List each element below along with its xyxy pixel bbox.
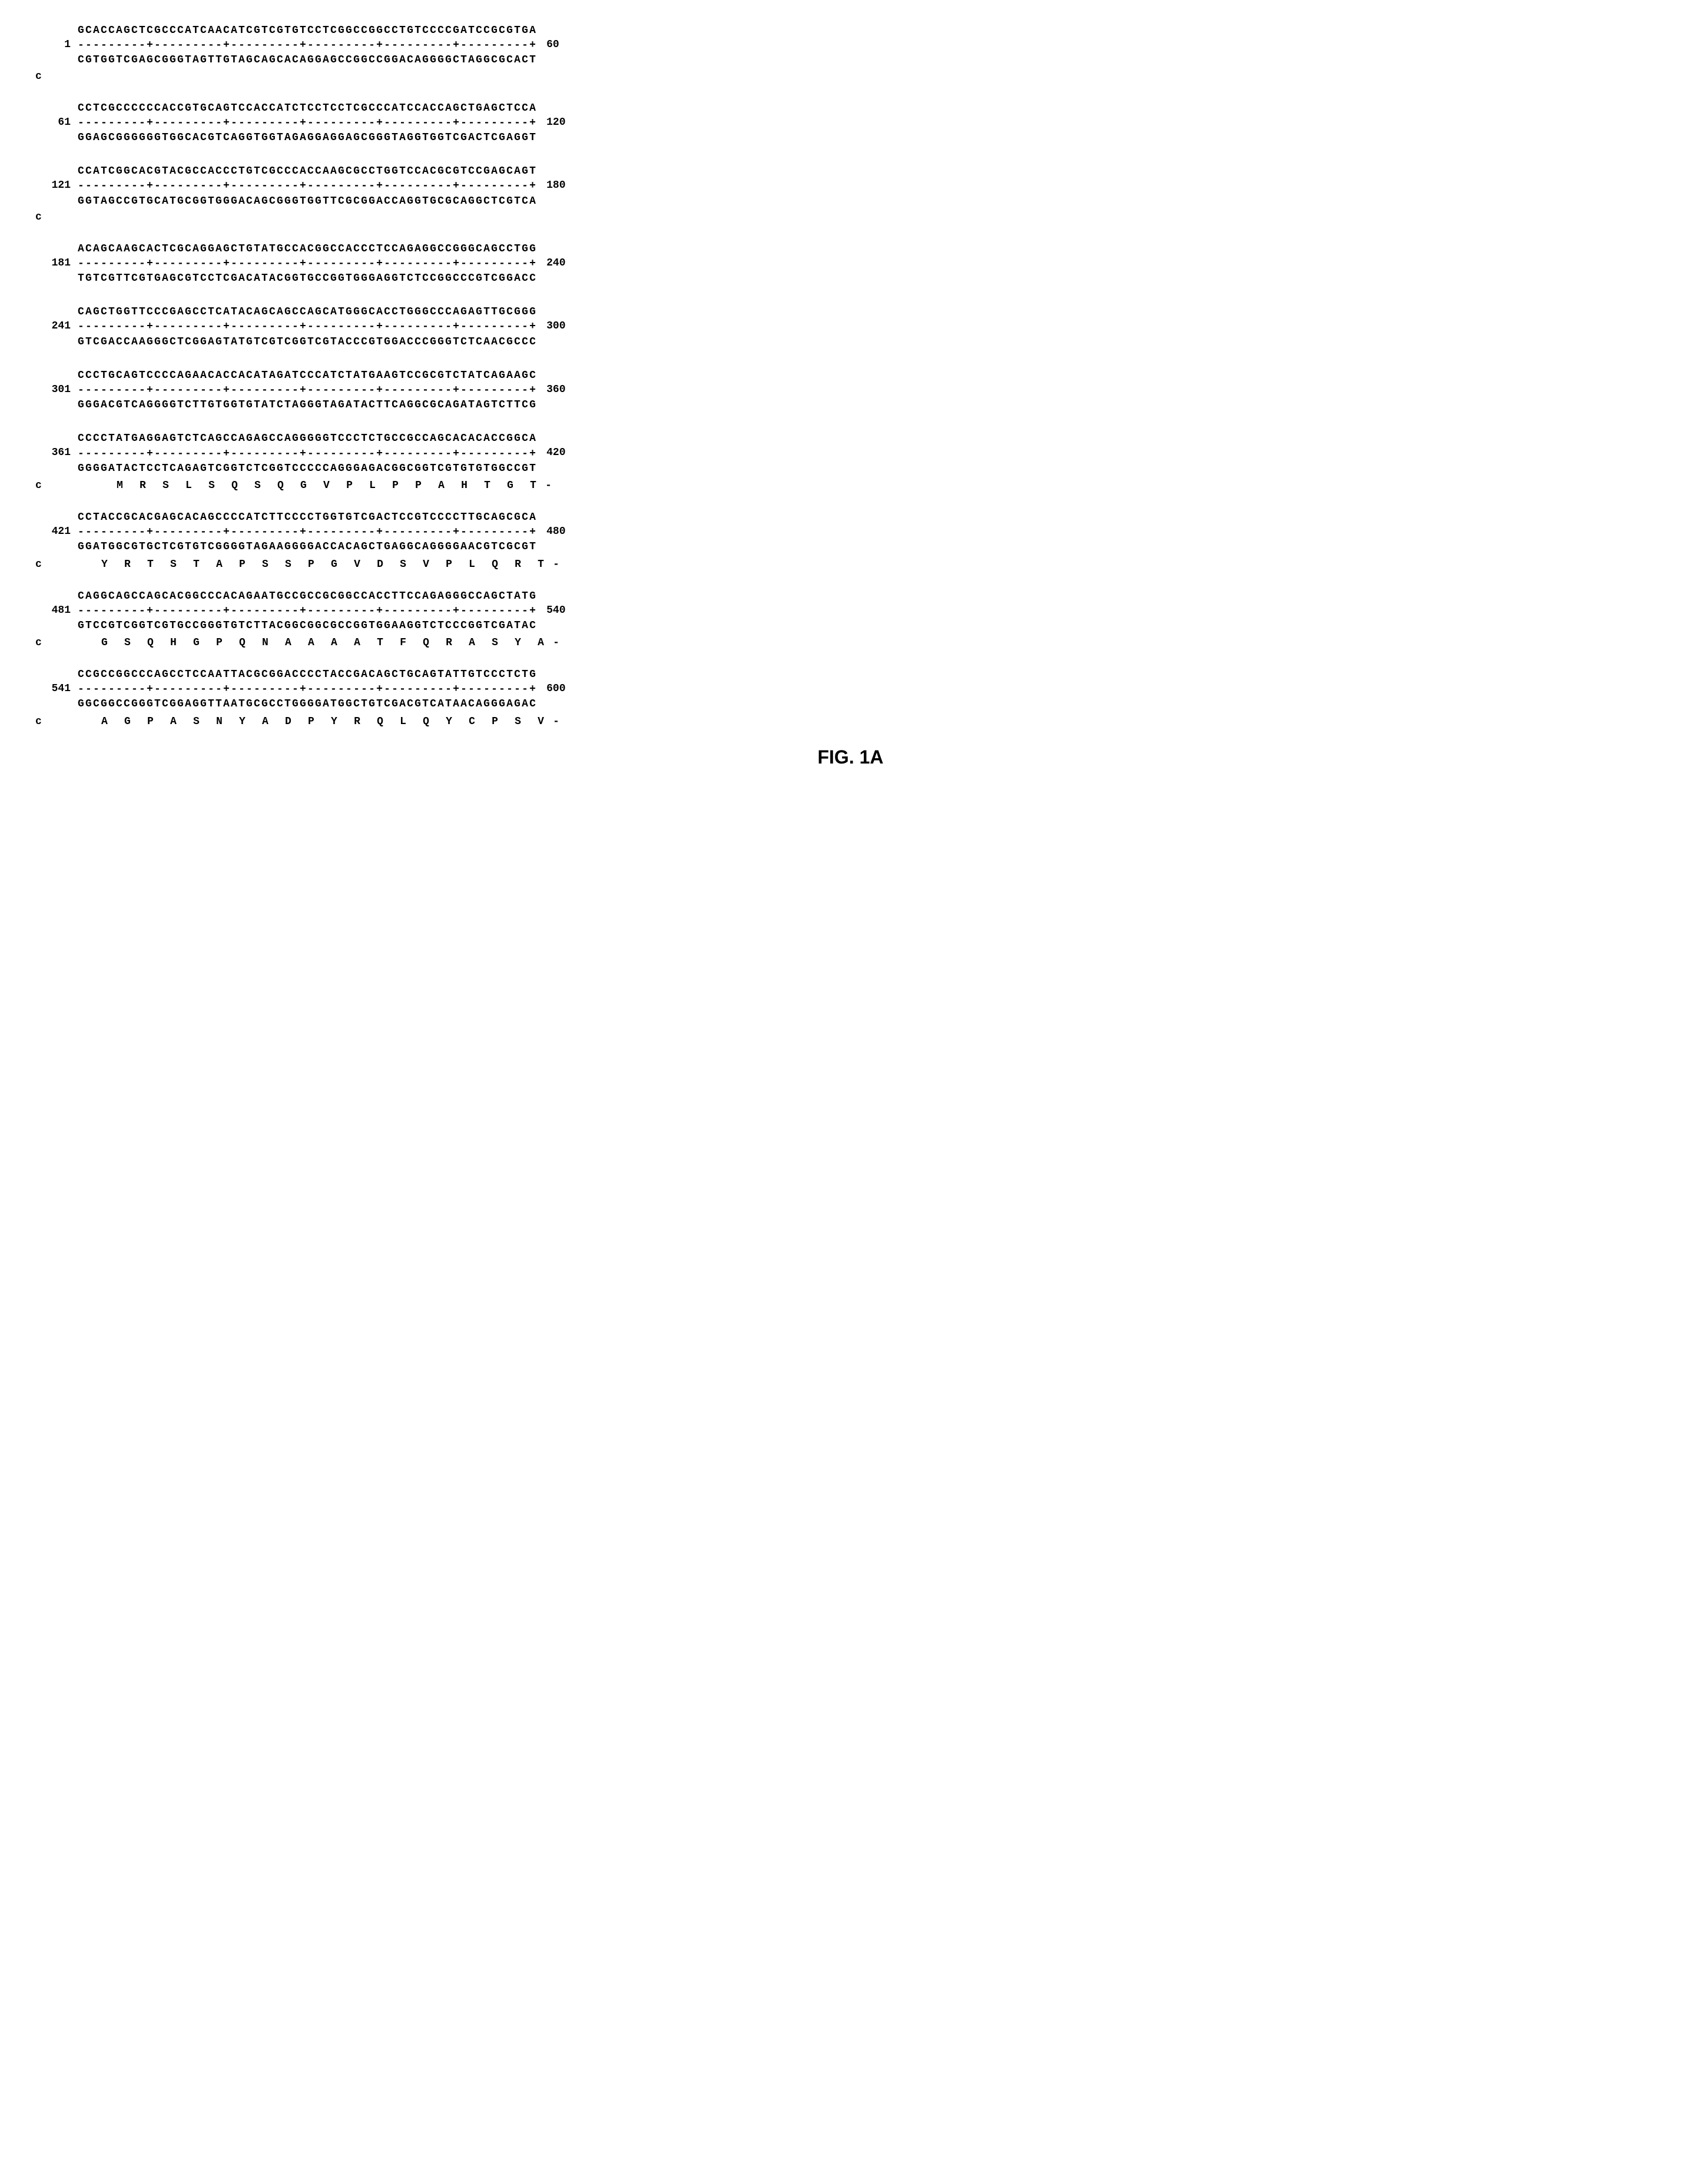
sequence-antisense-strand: GGAGCGGGGGGTGGCACGTCAGGTGGTAGAGGAGGAGCGG… bbox=[78, 131, 537, 145]
sequence-antisense-strand: GGATGGCGTGCTCGTGTCGGGGTAGAAGGGGACCACAGCT… bbox=[78, 540, 537, 555]
protein-translation: M R S L S Q S Q G V P L P P A H T G T - bbox=[71, 480, 553, 492]
sequence-ruler: ---------+---------+---------+---------+… bbox=[78, 116, 537, 131]
frame-label: c bbox=[35, 637, 71, 649]
position-start: 1 bbox=[35, 24, 78, 52]
position-end: 60 bbox=[537, 24, 582, 52]
sequence-antisense-strand: TGTCGTTCGTGAGCGTCCTCGACATACGGTGCCGGTGGGA… bbox=[78, 271, 537, 286]
sequence-sense-strand: CCGCCGGCCCAGCCTCCAATTACGCGGACCCCTACCGACA… bbox=[78, 668, 537, 682]
protein-translation: Y R T S T A P S S P G V D S V P L Q R T … bbox=[71, 559, 561, 570]
sequence-sense-strand: CAGGCAGCCAGCACGGCCCACAGAATGCCGCCGCGGCCAC… bbox=[78, 589, 537, 604]
position-end: 240 bbox=[537, 242, 582, 271]
protein-translation: G S Q H G P Q N A A A A T F Q R A S Y A … bbox=[71, 637, 561, 649]
sequence-block: 241CAGCTGGTTCCCGAGCCTCATACAGCAGCCAGCATGG… bbox=[35, 305, 1666, 350]
sequence-antisense-strand: GTCGACCAAGGGCTCGGAGTATGTCGTCGGTCGTACCCGT… bbox=[78, 335, 537, 350]
position-end: 420 bbox=[537, 432, 582, 460]
sequence-antisense-strand: GTCCGTCGGTCGTGCCGGGTGTCTTACGGCGGCGCCGGTG… bbox=[78, 619, 537, 633]
sequence-antisense-strand: CGTGGTCGAGCGGGTAGTTGTAGCAGCACAGGAGCCGGCC… bbox=[78, 53, 537, 68]
sequence-sense-strand: CCCTGCAGTCCCCAGAACACCACATAGATCCCATCTATGA… bbox=[78, 369, 537, 383]
frame-label: c bbox=[35, 211, 1666, 223]
sequence-ruler: ---------+---------+---------+---------+… bbox=[78, 447, 537, 462]
position-end: 600 bbox=[537, 668, 582, 696]
sequence-block: 301CCCTGCAGTCCCCAGAACACCACATAGATCCCATCTA… bbox=[35, 369, 1666, 413]
position-start: 421 bbox=[35, 510, 78, 539]
position-end: 120 bbox=[537, 101, 582, 130]
sequence-ruler: ---------+---------+---------+---------+… bbox=[78, 604, 537, 619]
sequence-antisense-strand: GGGACGTCAGGGGTCTTGTGGTGTATCTAGGGTAGATACT… bbox=[78, 398, 537, 413]
sequence-ruler: ---------+---------+---------+---------+… bbox=[78, 383, 537, 398]
position-start: 241 bbox=[35, 305, 78, 334]
sequence-block: 541CCGCCGGCCCAGCCTCCAATTACGCGGACCCCTACCG… bbox=[35, 668, 1666, 728]
sequence-antisense-strand: GGGGATACTCCTCAGAGTCGGTCTCGGTCCCCCAGGGAGA… bbox=[78, 462, 537, 476]
sequence-block: 421CCTACCGCACGAGCACAGCCCCATCTTCCCCTGGTGT… bbox=[35, 510, 1666, 570]
protein-translation: A G P A S N Y A D P Y R Q L Q Y C P S V … bbox=[71, 716, 561, 728]
frame-label: c bbox=[35, 559, 71, 570]
sequence-sense-strand: CCTCGCCCCCCACCGTGCAGTCCACCATCTCCTCCTCGCC… bbox=[78, 101, 537, 116]
sequence-sense-strand: CCCCTATGAGGAGTCTCAGCCAGAGCCAGGGGGTCCCTCT… bbox=[78, 432, 537, 446]
sequence-ruler: ---------+---------+---------+---------+… bbox=[78, 320, 537, 334]
position-end: 480 bbox=[537, 510, 582, 539]
sequence-block: 361CCCCTATGAGGAGTCTCAGCCAGAGCCAGGGGGTCCC… bbox=[35, 432, 1666, 492]
position-end: 540 bbox=[537, 589, 582, 618]
position-start: 61 bbox=[35, 101, 78, 130]
sequence-sense-strand: CCTACCGCACGAGCACAGCCCCATCTTCCCCTGGTGTCGA… bbox=[78, 510, 537, 525]
sequence-sense-strand: GCACCAGCTCGCCCATCAACATCGTCGTGTCCTCGGCCGG… bbox=[78, 24, 537, 38]
sequence-block: 61CCTCGCCCCCCACCGTGCAGTCCACCATCTCCTCCTCG… bbox=[35, 101, 1666, 146]
position-end: 180 bbox=[537, 164, 582, 193]
position-start: 481 bbox=[35, 589, 78, 618]
frame-label: c bbox=[35, 480, 71, 492]
frame-label: c bbox=[35, 71, 1666, 82]
sequence-sense-strand: ACAGCAAGCACTCGCAGGAGCTGTATGCCACGGCCACCCT… bbox=[78, 242, 537, 257]
sequence-ruler: ---------+---------+---------+---------+… bbox=[78, 179, 537, 194]
sequence-block: 181ACAGCAAGCACTCGCAGGAGCTGTATGCCACGGCCAC… bbox=[35, 242, 1666, 287]
position-start: 301 bbox=[35, 369, 78, 397]
sequence-antisense-strand: GGTAGCCGTGCATGCGGTGGGACAGCGGGTGGTTCGCGGA… bbox=[78, 194, 537, 209]
sequence-ruler: ---------+---------+---------+---------+… bbox=[78, 525, 537, 540]
position-start: 541 bbox=[35, 668, 78, 696]
sequence-ruler: ---------+---------+---------+---------+… bbox=[78, 257, 537, 271]
sequence-ruler: ---------+---------+---------+---------+… bbox=[78, 38, 537, 53]
position-end: 300 bbox=[537, 305, 582, 334]
sequence-block: 121CCATCGGCACGTACGCCACCCTGTCGCCCACCAAGCG… bbox=[35, 164, 1666, 223]
position-start: 181 bbox=[35, 242, 78, 271]
position-start: 361 bbox=[35, 432, 78, 460]
position-end: 360 bbox=[537, 369, 582, 397]
figure-caption: FIG. 1A bbox=[35, 746, 1666, 768]
sequence-block: 1GCACCAGCTCGCCCATCAACATCGTCGTGTCCTCGGCCG… bbox=[35, 24, 1666, 82]
sequence-block: 481CAGGCAGCCAGCACGGCCCACAGAATGCCGCCGCGGC… bbox=[35, 589, 1666, 649]
sequence-sense-strand: CCATCGGCACGTACGCCACCCTGTCGCCCACCAAGCGCCT… bbox=[78, 164, 537, 179]
sequence-ruler: ---------+---------+---------+---------+… bbox=[78, 682, 537, 697]
position-start: 121 bbox=[35, 164, 78, 193]
frame-label: c bbox=[35, 716, 71, 728]
sequence-sense-strand: CAGCTGGTTCCCGAGCCTCATACAGCAGCCAGCATGGGCA… bbox=[78, 305, 537, 320]
sequence-antisense-strand: GGCGGCCGGGTCGGAGGTTAATGCGCCTGGGGATGGCTGT… bbox=[78, 697, 537, 712]
